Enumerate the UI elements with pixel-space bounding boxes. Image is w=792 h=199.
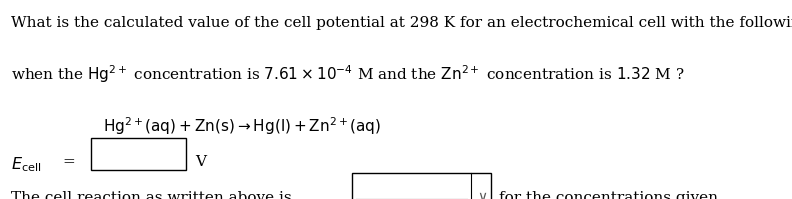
Text: =: = [63,155,75,169]
Text: V: V [196,155,207,169]
Text: when the $\mathrm{Hg}^{2+}$ concentration is $7.61\times10^{-4}$ M and the $\mat: when the $\mathrm{Hg}^{2+}$ concentratio… [11,64,685,85]
Text: What is the calculated value of the cell potential at 298 K for an electrochemic: What is the calculated value of the cell… [11,16,792,30]
FancyBboxPatch shape [91,138,186,170]
Text: for the concentrations given.: for the concentrations given. [499,191,723,199]
Text: The cell reaction as written above is: The cell reaction as written above is [11,191,291,199]
Text: ∨: ∨ [477,190,487,199]
Text: $E_{\mathrm{cell}}$: $E_{\mathrm{cell}}$ [11,155,41,174]
Text: $\mathrm{Hg}^{2+}\mathrm{(aq)} + \mathrm{Zn(s)}\rightarrow \mathrm{Hg(l)} + \mat: $\mathrm{Hg}^{2+}\mathrm{(aq)} + \mathrm… [103,115,381,137]
FancyBboxPatch shape [352,173,491,199]
